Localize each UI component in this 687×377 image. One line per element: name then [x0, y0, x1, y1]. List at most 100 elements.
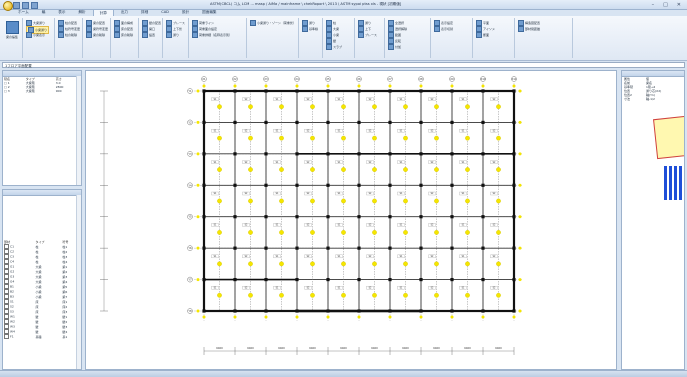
row-checkbox[interactable] [4, 309, 9, 314]
group4-button-1[interactable]: 床の配置 [114, 26, 133, 32]
table-row[interactable]: □ 2 大梁階 2800 [3, 85, 81, 89]
row-checkbox[interactable] [4, 269, 9, 274]
scrollbar[interactable] [76, 195, 81, 369]
table-row[interactable]: B3 小梁 梁7 [3, 294, 81, 299]
maximize-button[interactable]: □ [663, 2, 668, 8]
save-icon[interactable] [13, 2, 20, 9]
group5-button-0[interactable]: 壁の配置 [142, 20, 161, 26]
close-button[interactable]: ✕ [676, 2, 681, 8]
group5-button-1[interactable]: 開口 [142, 26, 155, 32]
group7-button-0[interactable]: 荷重ライン [192, 20, 214, 26]
tab-5[interactable]: 出力 [120, 10, 129, 14]
column-header[interactable]: タイプ [25, 77, 35, 81]
drawing-canvas[interactable]: X1 X2 X3 X4 X5 X6 X7 X8 X9 X10 X11 Y1 Y2 Y3 Y4 Y5 Y6 Y7 Y8… [85, 70, 617, 370]
group15-button-0[interactable]: 構造図配置 [518, 20, 540, 26]
app-menu-button[interactable] [3, 1, 13, 11]
tab-3[interactable]: 解析 [78, 10, 86, 14]
tab-7[interactable]: CAD [161, 10, 169, 14]
group12-button-3[interactable]: 反転 [388, 38, 401, 44]
group9-button-0[interactable]: 通り [302, 20, 315, 26]
floor-plan-drawing[interactable]: X1 X2 X3 X4 X5 X6 X7 X8 X9 X10 X11 Y1 Y2 Y3 Y4 Y5 Y6 Y7 Y8… [86, 71, 616, 369]
scrollbar[interactable] [76, 76, 81, 185]
row-checkbox[interactable] [4, 334, 9, 339]
table-row[interactable]: G3 大梁 梁3 [3, 274, 81, 279]
row-checkbox[interactable] [4, 249, 9, 254]
undo-icon[interactable] [22, 2, 29, 9]
row-checkbox[interactable] [4, 264, 9, 269]
group12-button-1[interactable]: 選択解除 [388, 26, 407, 32]
row-checkbox[interactable] [4, 314, 9, 319]
table-row[interactable]: C1 柱 柱1 [3, 244, 81, 249]
tab-1[interactable]: 編 [41, 10, 46, 14]
address-bar[interactable]: 1フロア平面配置 [2, 62, 685, 68]
group1-button-0[interactable]: 大梁通り [26, 20, 45, 26]
property-row[interactable]: 基準階 1階→2 [622, 85, 684, 89]
group10-button-1[interactable]: 大梁 [326, 26, 339, 32]
row-checkbox[interactable] [4, 319, 9, 324]
group8-button-0[interactable]: 小梁通り・ゾーン（荷重伏） [250, 20, 296, 26]
column-header[interactable]: 高さ [55, 77, 62, 81]
column-header[interactable]: 部材 [4, 240, 11, 244]
table-row[interactable]: B2 小梁 梁6 [3, 289, 81, 294]
table-row[interactable]: G4 大梁 梁4 [3, 279, 81, 284]
table-row[interactable]: B1 小梁 梁5 [3, 284, 81, 289]
row-checkbox[interactable] [4, 274, 9, 279]
tab-6[interactable]: 詳細 [141, 10, 149, 14]
row-checkbox[interactable] [4, 329, 9, 334]
group4-button-2[interactable]: 床の削除 [114, 32, 133, 38]
table-row[interactable]: G2 大梁 梁2 [3, 269, 81, 274]
column-header[interactable]: タイプ [35, 240, 45, 244]
row-checkbox[interactable] [4, 244, 9, 249]
property-row[interactable]: 属性 値 [622, 77, 684, 81]
tab-0[interactable]: ホーム [18, 10, 29, 14]
property-row[interactable]: 寸法 軸-1/2 [622, 97, 684, 101]
group2-button-2[interactable]: 柱の削除 [58, 32, 77, 38]
group6-button-2[interactable]: 通り [166, 32, 179, 38]
table-row[interactable]: C4 柱 柱4 [3, 259, 81, 264]
table-row[interactable]: □ 1 大梁階 3.0 [3, 81, 81, 85]
group13-button-0[interactable]: 表示設定 [434, 20, 453, 26]
group14-button-0[interactable]: 平面 [476, 20, 489, 26]
table-row[interactable]: C3 柱 柱3 [3, 254, 81, 259]
group11-button-2[interactable]: ブレース [358, 32, 377, 38]
group2-button-1[interactable]: 柱符号変更 [58, 26, 80, 32]
group14-button-2[interactable]: 断面 [476, 32, 489, 38]
table-row[interactable]: □ 3 大梁階 900 [3, 89, 81, 93]
group9-button-1[interactable]: 基準線 [302, 26, 318, 32]
group10-button-3[interactable]: 壁 [326, 38, 336, 44]
tab-4[interactable]: 計算 [92, 9, 114, 16]
row-checkbox[interactable] [4, 284, 9, 289]
table-row[interactable]: F1 基礎 基1 [3, 334, 81, 339]
column-header[interactable]: 符号 [62, 240, 69, 244]
group2-button-0[interactable]: 柱の配置 [58, 20, 77, 26]
group3-button-1[interactable]: 梁符号変更 [86, 26, 108, 32]
group6-button-0[interactable]: ブレース [166, 20, 185, 26]
group3-button-2[interactable]: 梁の削除 [86, 32, 105, 38]
column-header[interactable]: 階名 [4, 77, 11, 81]
group4-button-0[interactable]: 面の構成 [114, 20, 133, 26]
property-row[interactable]: 位置 通り芯(X2) [622, 89, 684, 93]
group10-button-0[interactable]: 柱 [326, 20, 336, 26]
beam-edit-button[interactable]: 梁の編集 [5, 21, 19, 43]
table-row[interactable]: W3 壁 壁3 [3, 324, 81, 329]
row-checkbox[interactable] [4, 259, 9, 264]
row-checkbox[interactable] [4, 289, 9, 294]
group7-button-1[interactable]: 荷重面の設定 [192, 26, 217, 32]
group12-button-4[interactable]: 付加 [388, 44, 401, 50]
tab-2[interactable]: 表示 [58, 10, 66, 14]
group11-button-1[interactable]: 上下 [358, 26, 371, 32]
group11-button-0[interactable]: 通り [358, 20, 371, 26]
group10-button-4[interactable]: スラブ [326, 44, 342, 50]
group6-button-1[interactable]: 上下伏 [166, 26, 182, 32]
group14-button-1[interactable]: アイソメ [476, 26, 495, 32]
tab-9[interactable]: 図面編集 [202, 10, 217, 14]
group10-button-2[interactable]: 小梁 [326, 32, 339, 38]
property-row[interactable]: 位置2 軸(Y1) [622, 93, 684, 97]
group13-button-1[interactable]: 表示切替 [434, 26, 453, 32]
row-checkbox[interactable] [4, 299, 9, 304]
row-checkbox[interactable] [4, 254, 9, 259]
row-checkbox[interactable] [4, 304, 9, 309]
group1-button-2[interactable]: 小梁表示 [26, 32, 45, 38]
group7-button-2[interactable]: 荷重詳細（名称表示別） [192, 32, 232, 38]
table-row[interactable]: W2 壁 壁2 [3, 319, 81, 324]
